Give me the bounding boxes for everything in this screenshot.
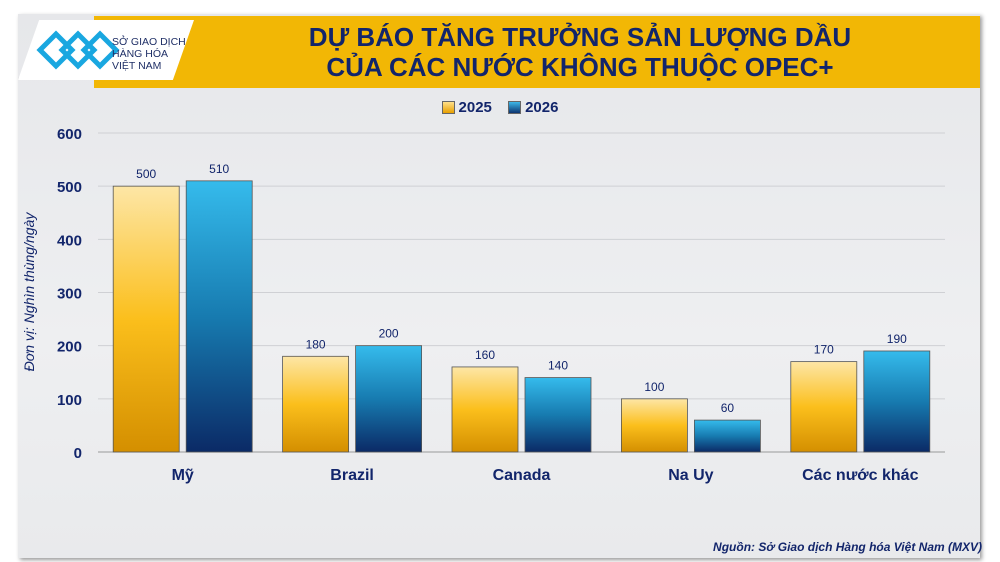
y-tick-label: 400 xyxy=(57,232,82,249)
x-tick-label: Các nước khác xyxy=(802,467,918,484)
bar-2025 xyxy=(790,361,858,453)
bar-2025 xyxy=(112,185,180,453)
logo-line: SỞ GIAO DỊCH xyxy=(112,36,186,48)
bar-2026 xyxy=(524,377,592,453)
data-label: 200 xyxy=(379,327,399,341)
logo-line: VIỆT NAM xyxy=(112,60,162,72)
logo-text: SỞ GIAO DỊCH HÀNG HÓA VIỆT NAM xyxy=(112,36,186,72)
source-note: Nguồn: Sở Giao dịch Hàng hóa Việt Nam (M… xyxy=(713,540,982,554)
data-label: 140 xyxy=(548,359,568,373)
bar-2025 xyxy=(621,398,688,453)
x-tick-label: Mỹ xyxy=(172,467,194,484)
legend: 2025 2026 xyxy=(0,99,1000,118)
chart-title: DỰ BÁO TĂNG TRƯỞNG SẢN LƯỢNG DẦU CỦA CÁC… xyxy=(200,22,960,82)
y-tick-label: 100 xyxy=(57,392,82,409)
bar-2026 xyxy=(185,180,253,453)
title-line-2: CỦA CÁC NƯỚC KHÔNG THUỘC OPEC+ xyxy=(326,52,834,82)
x-tick-label: Brazil xyxy=(330,467,374,484)
data-label: 190 xyxy=(887,332,907,346)
legend-swatch xyxy=(441,101,455,114)
bar-2026 xyxy=(863,350,931,453)
y-tick-label: 300 xyxy=(57,286,82,303)
y-axis-label: Đơn vị: Nghìn thùng/ngày xyxy=(21,212,37,372)
bar-2025 xyxy=(282,355,350,453)
data-label: 160 xyxy=(475,348,495,362)
title-line-1: DỰ BÁO TĂNG TRƯỞNG SẢN LƯỢNG DẦU xyxy=(308,22,852,52)
y-tick-label: 200 xyxy=(57,339,82,356)
legend-item-2025: 2025 xyxy=(441,99,492,116)
y-tick-label: 0 xyxy=(74,445,82,462)
y-tick-label: 600 xyxy=(57,126,82,143)
x-tick-label: Canada xyxy=(493,467,551,484)
data-label: 100 xyxy=(644,380,664,394)
data-label: 180 xyxy=(306,337,326,351)
title-banner xyxy=(94,16,980,88)
bar-2026 xyxy=(355,345,423,453)
logo xyxy=(18,20,194,80)
x-tick-label: Na Uy xyxy=(668,467,713,484)
legend-swatch xyxy=(508,101,522,114)
data-label: 510 xyxy=(209,162,229,176)
legend-label: 2026 xyxy=(525,99,559,116)
data-label: 170 xyxy=(814,343,834,357)
logo-line: HÀNG HÓA xyxy=(112,48,169,60)
y-tick-label: 500 xyxy=(57,179,82,196)
legend-label: 2025 xyxy=(458,99,492,116)
data-label: 500 xyxy=(136,167,156,181)
logo-mark-icon xyxy=(36,30,120,70)
legend-item-2026: 2026 xyxy=(508,99,558,116)
bar-2025 xyxy=(451,366,519,453)
data-label: 60 xyxy=(721,401,735,415)
bar-2026 xyxy=(694,419,761,453)
